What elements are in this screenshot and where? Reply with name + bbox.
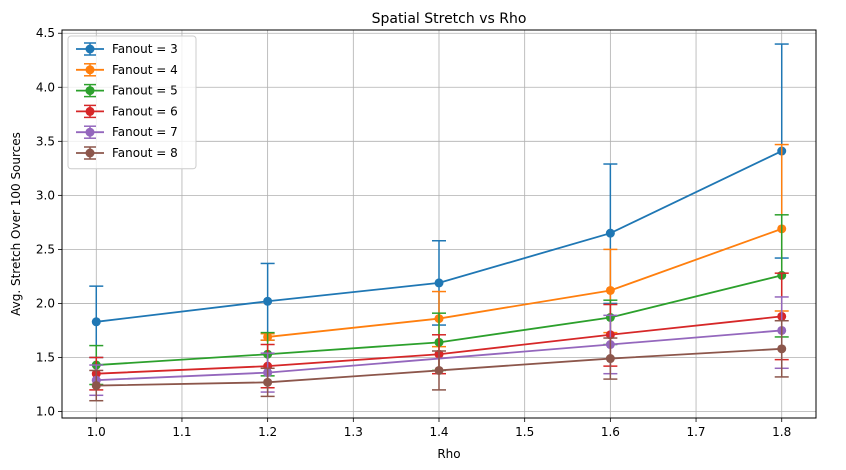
legend-marker bbox=[85, 106, 95, 116]
y-tick-label: 3.0 bbox=[36, 188, 55, 202]
legend: Fanout = 3 Fanout = 4 Fanout = 5 Fanout = 6… bbox=[67, 35, 197, 170]
x-tick-label: 1.0 bbox=[87, 425, 106, 439]
x-tick-label: 1.3 bbox=[344, 425, 363, 439]
data-point bbox=[434, 278, 444, 288]
y-tick-label: 4.5 bbox=[36, 26, 55, 40]
y-tick-label: 2.5 bbox=[36, 242, 55, 256]
data-point bbox=[263, 377, 273, 387]
legend-item: Fanout = 5 bbox=[76, 84, 178, 98]
legend-item: Fanout = 4 bbox=[76, 63, 178, 77]
y-tick-label: 4.0 bbox=[36, 80, 55, 94]
y-axis-ticks: 1.0 1.5 2.0 2.5 3.0 3.5 4.0 4.5 bbox=[36, 26, 62, 419]
legend-marker bbox=[85, 65, 95, 75]
series-8 bbox=[89, 319, 789, 402]
legend-label: Fanout = 4 bbox=[112, 63, 178, 77]
y-tick-label: 1.5 bbox=[36, 350, 55, 364]
data-point bbox=[434, 365, 444, 375]
x-tick-label: 1.8 bbox=[772, 425, 791, 439]
legend-label: Fanout = 3 bbox=[112, 42, 178, 56]
y-tick-label: 2.0 bbox=[36, 296, 55, 310]
data-point bbox=[91, 317, 101, 327]
x-tick-label: 1.2 bbox=[258, 425, 277, 439]
legend-marker bbox=[85, 148, 95, 158]
data-point bbox=[605, 228, 615, 238]
legend-label: Fanout = 8 bbox=[112, 146, 178, 160]
legend-item: Fanout = 8 bbox=[76, 146, 178, 160]
legend-marker bbox=[85, 86, 95, 96]
y-axis-label: Avg. Stretch Over 100 Sources bbox=[9, 132, 23, 316]
x-tick-label: 1.1 bbox=[172, 425, 191, 439]
legend-marker bbox=[85, 44, 95, 54]
legend-label: Fanout = 6 bbox=[112, 104, 178, 118]
data-point bbox=[605, 354, 615, 364]
x-tick-label: 1.7 bbox=[686, 425, 705, 439]
data-point bbox=[263, 296, 273, 306]
data-point bbox=[605, 285, 615, 295]
x-tick-label: 1.6 bbox=[601, 425, 620, 439]
series-line bbox=[267, 228, 783, 338]
x-tick-label: 1.5 bbox=[515, 425, 534, 439]
data-point bbox=[91, 381, 101, 391]
legend-item: Fanout = 6 bbox=[76, 104, 178, 118]
x-axis-ticks: 1.0 1.1 1.2 1.3 1.4 1.5 1.6 1.7 1.8 bbox=[87, 418, 791, 439]
y-tick-label: 1.0 bbox=[36, 405, 55, 419]
x-tick-label: 1.4 bbox=[429, 425, 448, 439]
legend-label: Fanout = 7 bbox=[112, 125, 178, 139]
y-tick-label: 3.5 bbox=[36, 134, 55, 148]
x-axis-label: Rho bbox=[437, 447, 460, 461]
chart-title: Spatial Stretch vs Rho bbox=[372, 11, 527, 27]
data-point bbox=[777, 344, 787, 354]
legend-label: Fanout = 5 bbox=[112, 84, 178, 98]
legend-item: Fanout = 3 bbox=[76, 42, 178, 56]
series bbox=[89, 43, 789, 402]
legend-marker bbox=[85, 127, 95, 137]
legend-item: Fanout = 7 bbox=[76, 125, 178, 139]
